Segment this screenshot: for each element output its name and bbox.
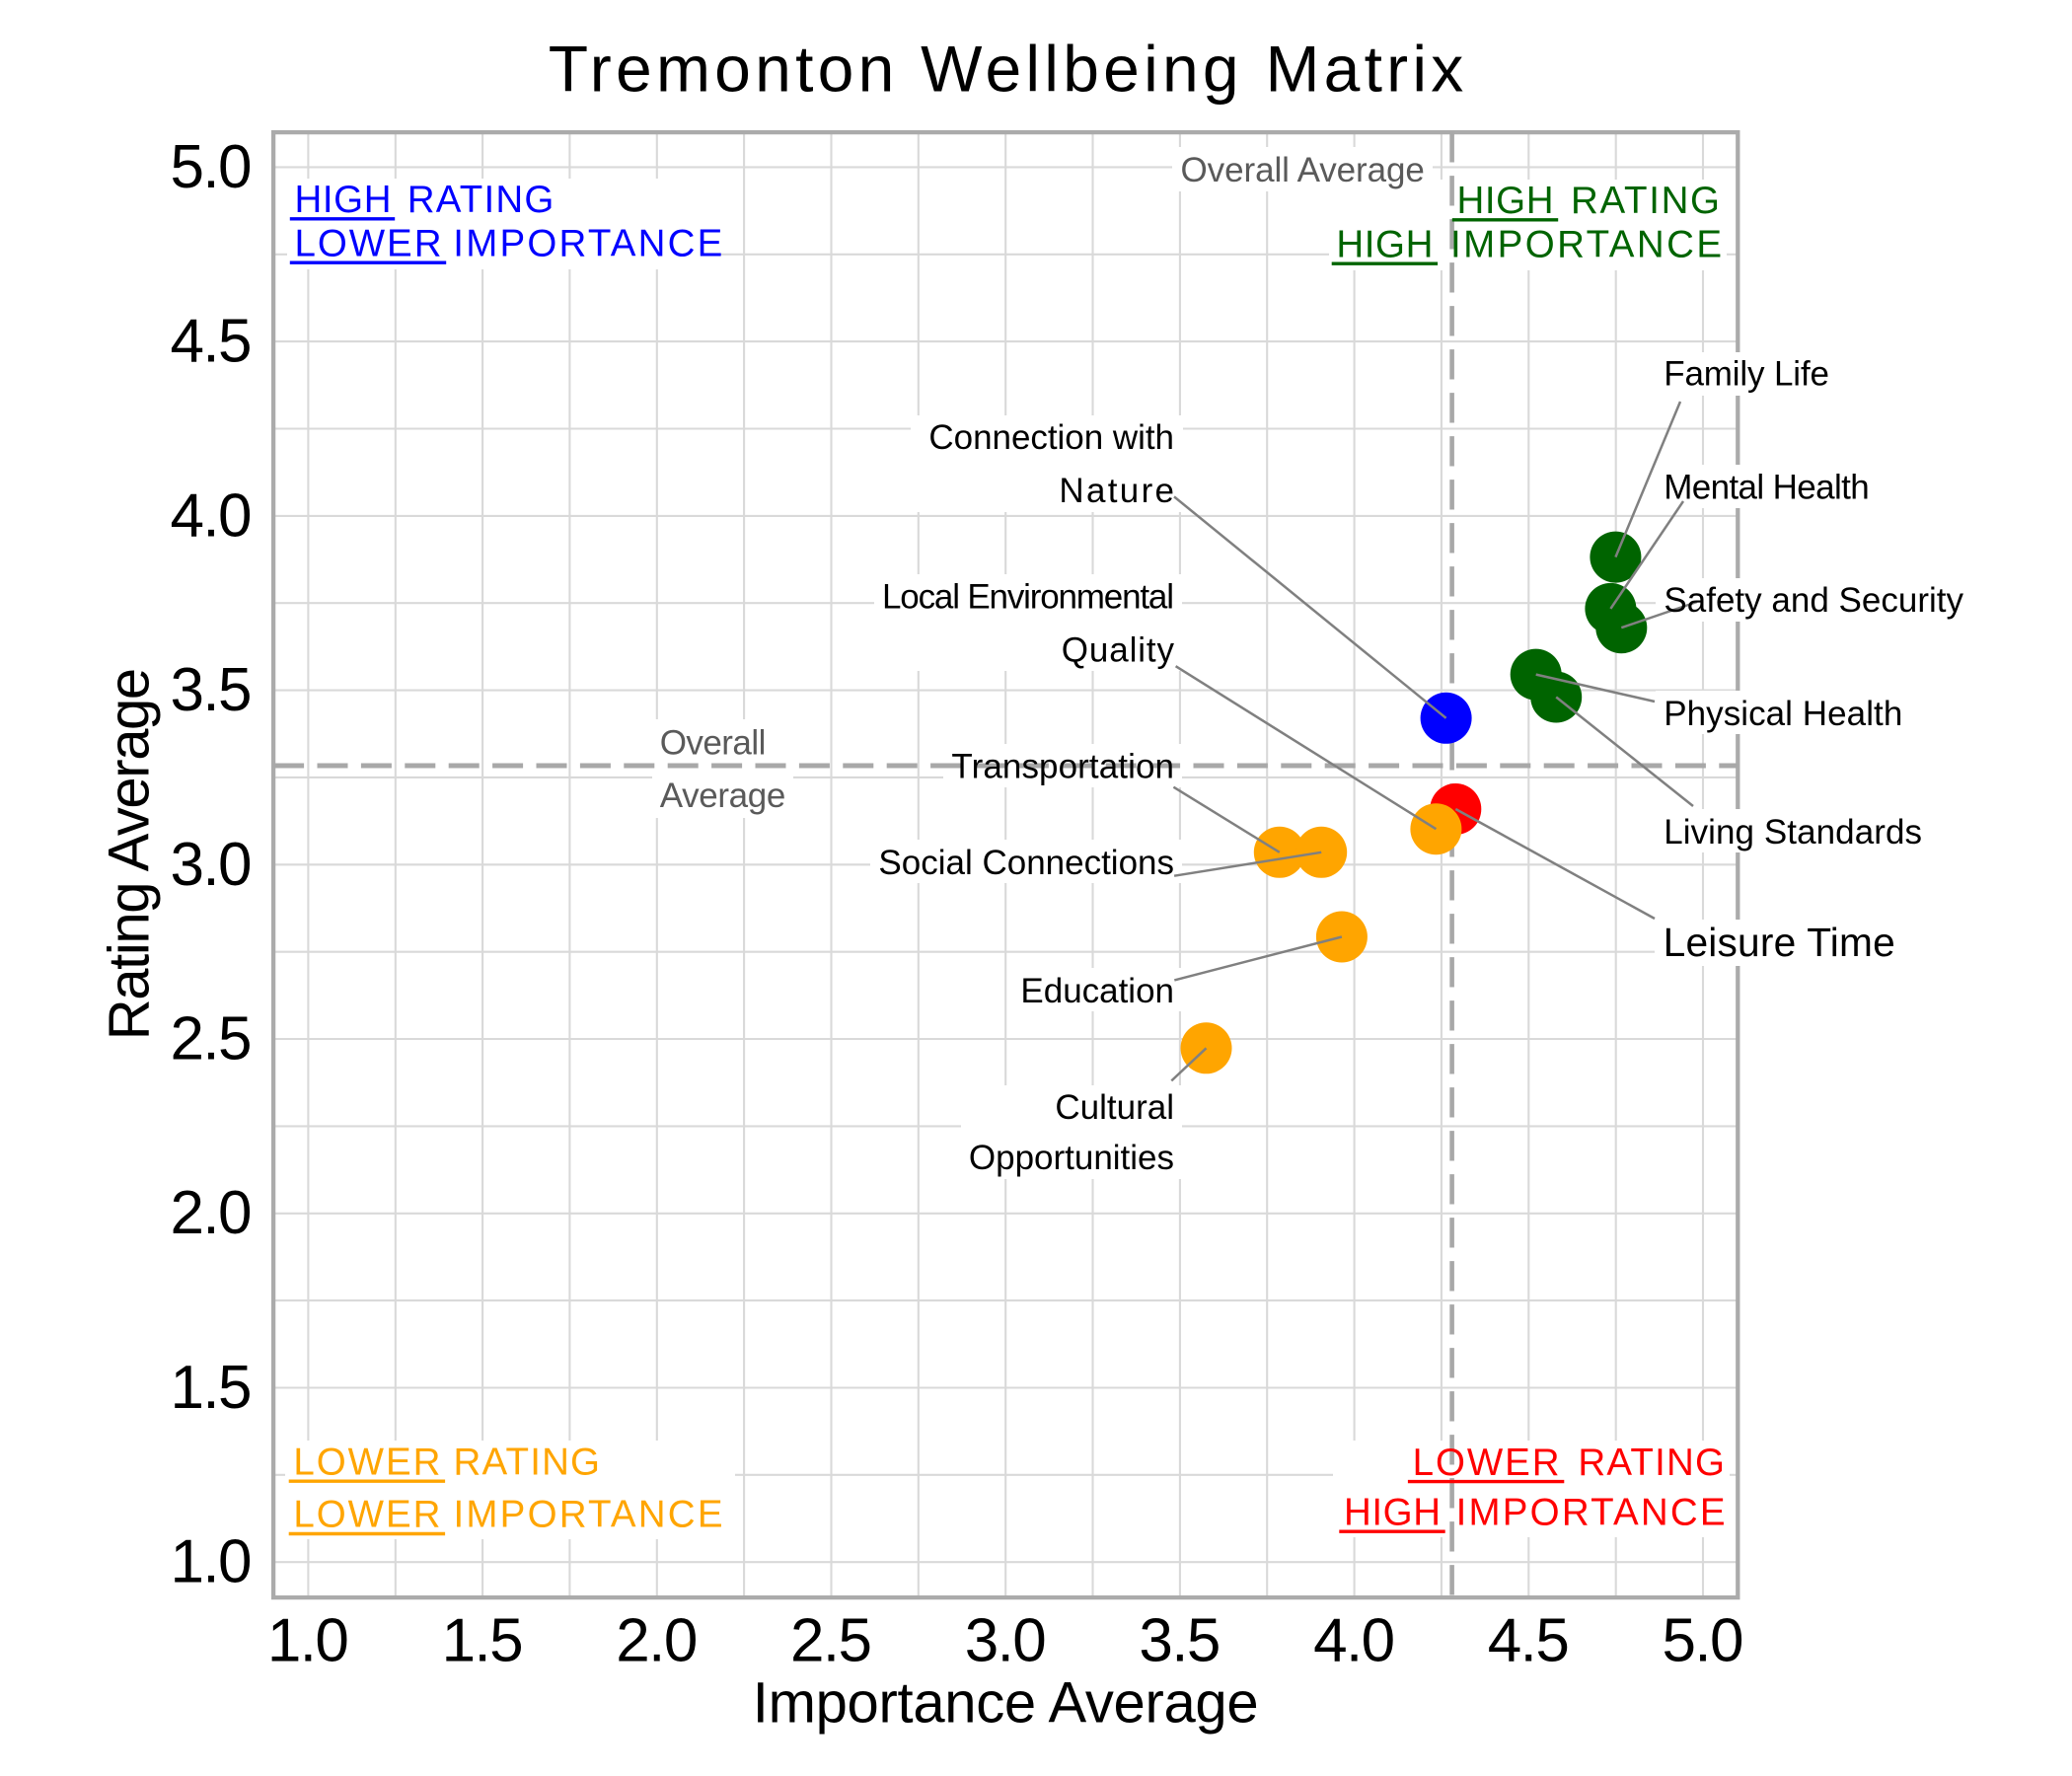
svg-text:4.5: 4.5 xyxy=(1488,1606,1570,1674)
svg-text:IMPORTANCE: IMPORTANCE xyxy=(453,223,722,265)
svg-text:RATING: RATING xyxy=(407,179,555,221)
svg-text:3.0: 3.0 xyxy=(171,831,253,899)
svg-text:2.5: 2.5 xyxy=(171,1005,253,1073)
svg-text:Education: Education xyxy=(1020,972,1174,1010)
svg-text:Cultural: Cultural xyxy=(1055,1088,1174,1127)
svg-text:Overall: Overall xyxy=(660,723,767,762)
svg-text:Social Connections: Social Connections xyxy=(878,844,1174,882)
svg-text:LOWER: LOWER xyxy=(295,223,442,265)
svg-text:Opportunities: Opportunities xyxy=(969,1139,1174,1177)
svg-text:HIGH: HIGH xyxy=(1344,1491,1441,1533)
svg-text:1.0: 1.0 xyxy=(171,1528,253,1596)
svg-text:Importance Average: Importance Average xyxy=(753,1671,1259,1736)
svg-text:Tremonton Wellbeing Matrix: Tremonton Wellbeing Matrix xyxy=(549,32,1464,105)
svg-text:4.0: 4.0 xyxy=(1313,1606,1395,1674)
svg-text:RATING: RATING xyxy=(454,1441,601,1483)
svg-text:Local Environmental: Local Environmental xyxy=(882,577,1174,616)
svg-text:IMPORTANCE: IMPORTANCE xyxy=(1456,1491,1726,1533)
svg-text:Average: Average xyxy=(660,777,786,815)
svg-text:4.0: 4.0 xyxy=(171,481,253,550)
svg-text:LOWER: LOWER xyxy=(293,1441,440,1483)
svg-text:HIGH: HIGH xyxy=(1457,180,1554,222)
svg-text:1.5: 1.5 xyxy=(171,1354,253,1422)
svg-text:HIGH: HIGH xyxy=(295,179,392,221)
svg-text:IMPORTANCE: IMPORTANCE xyxy=(1450,224,1722,266)
svg-text:Quality: Quality xyxy=(1062,630,1175,669)
svg-text:Living Standards: Living Standards xyxy=(1664,813,1922,851)
svg-text:IMPORTANCE: IMPORTANCE xyxy=(454,1494,723,1536)
svg-text:Safety and Security: Safety and Security xyxy=(1664,581,1963,620)
svg-text:3.0: 3.0 xyxy=(965,1606,1047,1674)
svg-text:Leisure Time: Leisure Time xyxy=(1664,920,1895,965)
svg-text:4.5: 4.5 xyxy=(171,308,253,376)
svg-text:1.5: 1.5 xyxy=(442,1606,524,1674)
svg-text:Mental Health: Mental Health xyxy=(1664,469,1870,507)
svg-text:2.0: 2.0 xyxy=(171,1179,253,1247)
svg-text:Physical Health: Physical Health xyxy=(1664,695,1902,733)
svg-text:HIGH: HIGH xyxy=(1336,224,1433,266)
svg-text:LOWER: LOWER xyxy=(1413,1442,1560,1484)
svg-text:RATING: RATING xyxy=(1571,180,1720,222)
svg-text:Nature: Nature xyxy=(1059,472,1174,510)
svg-text:3.5: 3.5 xyxy=(1139,1606,1221,1674)
svg-text:2.5: 2.5 xyxy=(790,1606,872,1674)
svg-text:Connection with: Connection with xyxy=(928,418,1174,457)
svg-text:1.0: 1.0 xyxy=(267,1606,349,1674)
svg-text:LOWER: LOWER xyxy=(293,1494,440,1536)
svg-text:Transportation: Transportation xyxy=(951,748,1174,786)
svg-text:2.0: 2.0 xyxy=(616,1606,698,1674)
svg-text:RATING: RATING xyxy=(1578,1442,1725,1484)
svg-text:5.0: 5.0 xyxy=(171,133,253,201)
svg-text:3.5: 3.5 xyxy=(171,656,253,724)
svg-text:Overall Average: Overall Average xyxy=(1181,151,1425,189)
svg-text:5.0: 5.0 xyxy=(1663,1606,1744,1674)
svg-text:Rating Average: Rating Average xyxy=(97,668,161,1040)
svg-text:Family Life: Family Life xyxy=(1664,355,1829,394)
